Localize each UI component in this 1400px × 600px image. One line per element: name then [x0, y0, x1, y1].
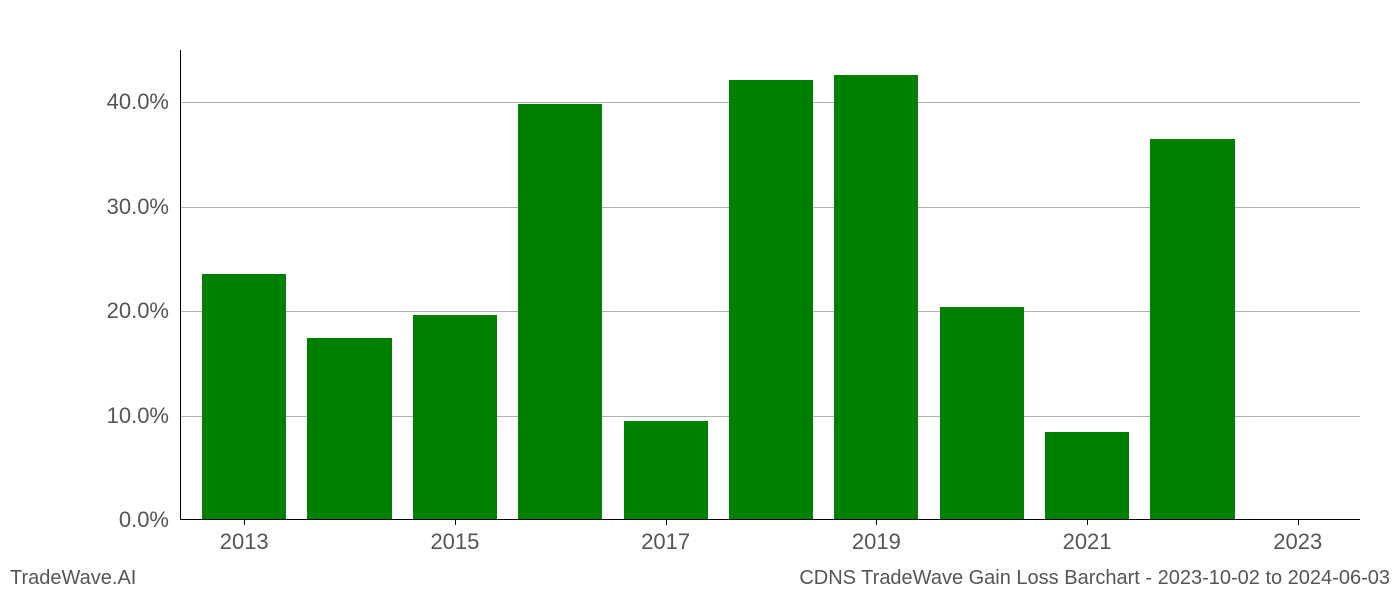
bar: [202, 274, 286, 519]
x-tick-label: 2013: [220, 519, 269, 555]
bar: [834, 75, 918, 519]
bar: [413, 315, 497, 519]
bar: [518, 104, 602, 519]
x-tick-label: 2015: [430, 519, 479, 555]
chart-area: 0.0%10.0%20.0%30.0%40.0%2013201520172019…: [180, 50, 1360, 520]
y-tick-label: 30.0%: [107, 194, 181, 220]
x-tick-label: 2023: [1273, 519, 1322, 555]
plot-region: 0.0%10.0%20.0%30.0%40.0%2013201520172019…: [180, 50, 1360, 520]
footer-left: TradeWave.AI: [10, 567, 136, 590]
x-tick-label: 2017: [641, 519, 690, 555]
bar: [1150, 139, 1234, 519]
y-tick-label: 20.0%: [107, 298, 181, 324]
bar: [1045, 432, 1129, 519]
y-tick-label: 40.0%: [107, 89, 181, 115]
x-tick-label: 2021: [1063, 519, 1112, 555]
y-tick-label: 10.0%: [107, 403, 181, 429]
x-tick-label: 2019: [852, 519, 901, 555]
bar: [307, 338, 391, 519]
bar: [729, 80, 813, 519]
bar: [940, 307, 1024, 519]
y-tick-label: 0.0%: [119, 507, 181, 533]
bar: [624, 421, 708, 519]
footer-right: CDNS TradeWave Gain Loss Barchart - 2023…: [799, 567, 1390, 590]
